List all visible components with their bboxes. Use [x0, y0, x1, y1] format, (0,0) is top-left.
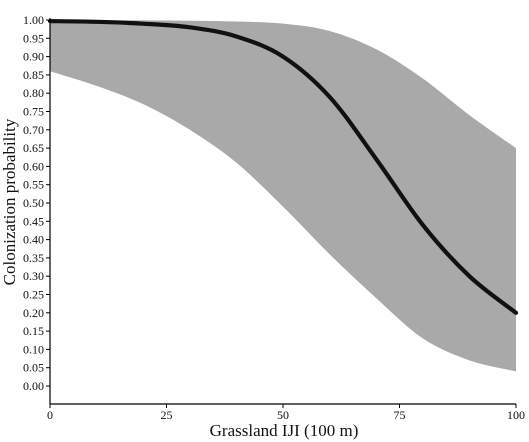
x-tick-label: 25 — [161, 408, 173, 422]
axes — [46, 18, 517, 408]
y-tick-label: 0.10 — [23, 342, 44, 356]
x-tick-label: 100 — [507, 408, 525, 422]
y-tick-label: 0.35 — [23, 251, 44, 265]
confidence-band — [50, 20, 516, 372]
y-tick-label: 0.45 — [23, 214, 44, 228]
confidence-band-layer — [50, 20, 516, 372]
y-tick-label: 0.80 — [23, 86, 44, 100]
y-axis-title: Colonization probability — [0, 118, 19, 285]
y-tick-label: 0.85 — [23, 68, 44, 82]
x-tick-label: 75 — [394, 408, 406, 422]
y-tick-label: 0.75 — [23, 105, 44, 119]
y-tick-label: 0.20 — [23, 306, 44, 320]
fitted-line — [47, 19, 519, 315]
y-tick-label: 1.00 — [23, 13, 44, 27]
y-tick-label: 0.90 — [23, 50, 44, 64]
x-axis-title: Grassland IJI (100 m) — [210, 421, 359, 440]
x-tick-label: 50 — [277, 408, 289, 422]
y-tick-label: 0.30 — [23, 269, 44, 283]
y-tick-label: 0.05 — [23, 361, 44, 375]
y-tick-label: 0.60 — [23, 159, 44, 173]
y-tick-label: 0.70 — [23, 123, 44, 137]
y-tick-label: 0.50 — [23, 196, 44, 210]
y-tick-label: 0.65 — [23, 141, 44, 155]
fitted-line-layer — [47, 19, 519, 315]
y-tick-label: 0.95 — [23, 31, 44, 45]
y-tick-label: 0.40 — [23, 233, 44, 247]
y-tick-label: 0.25 — [23, 288, 44, 302]
y-tick-label: 0.00 — [23, 379, 44, 393]
x-tick-label: 0 — [47, 408, 53, 422]
tick-labels: 0.00 0.05 0.10 0.15 0.20 0.25 0.30 0.35 0.40 0.45… — [23, 13, 525, 422]
y-tick-label: 0.55 — [23, 178, 44, 192]
y-tick-label: 0.15 — [23, 324, 44, 338]
